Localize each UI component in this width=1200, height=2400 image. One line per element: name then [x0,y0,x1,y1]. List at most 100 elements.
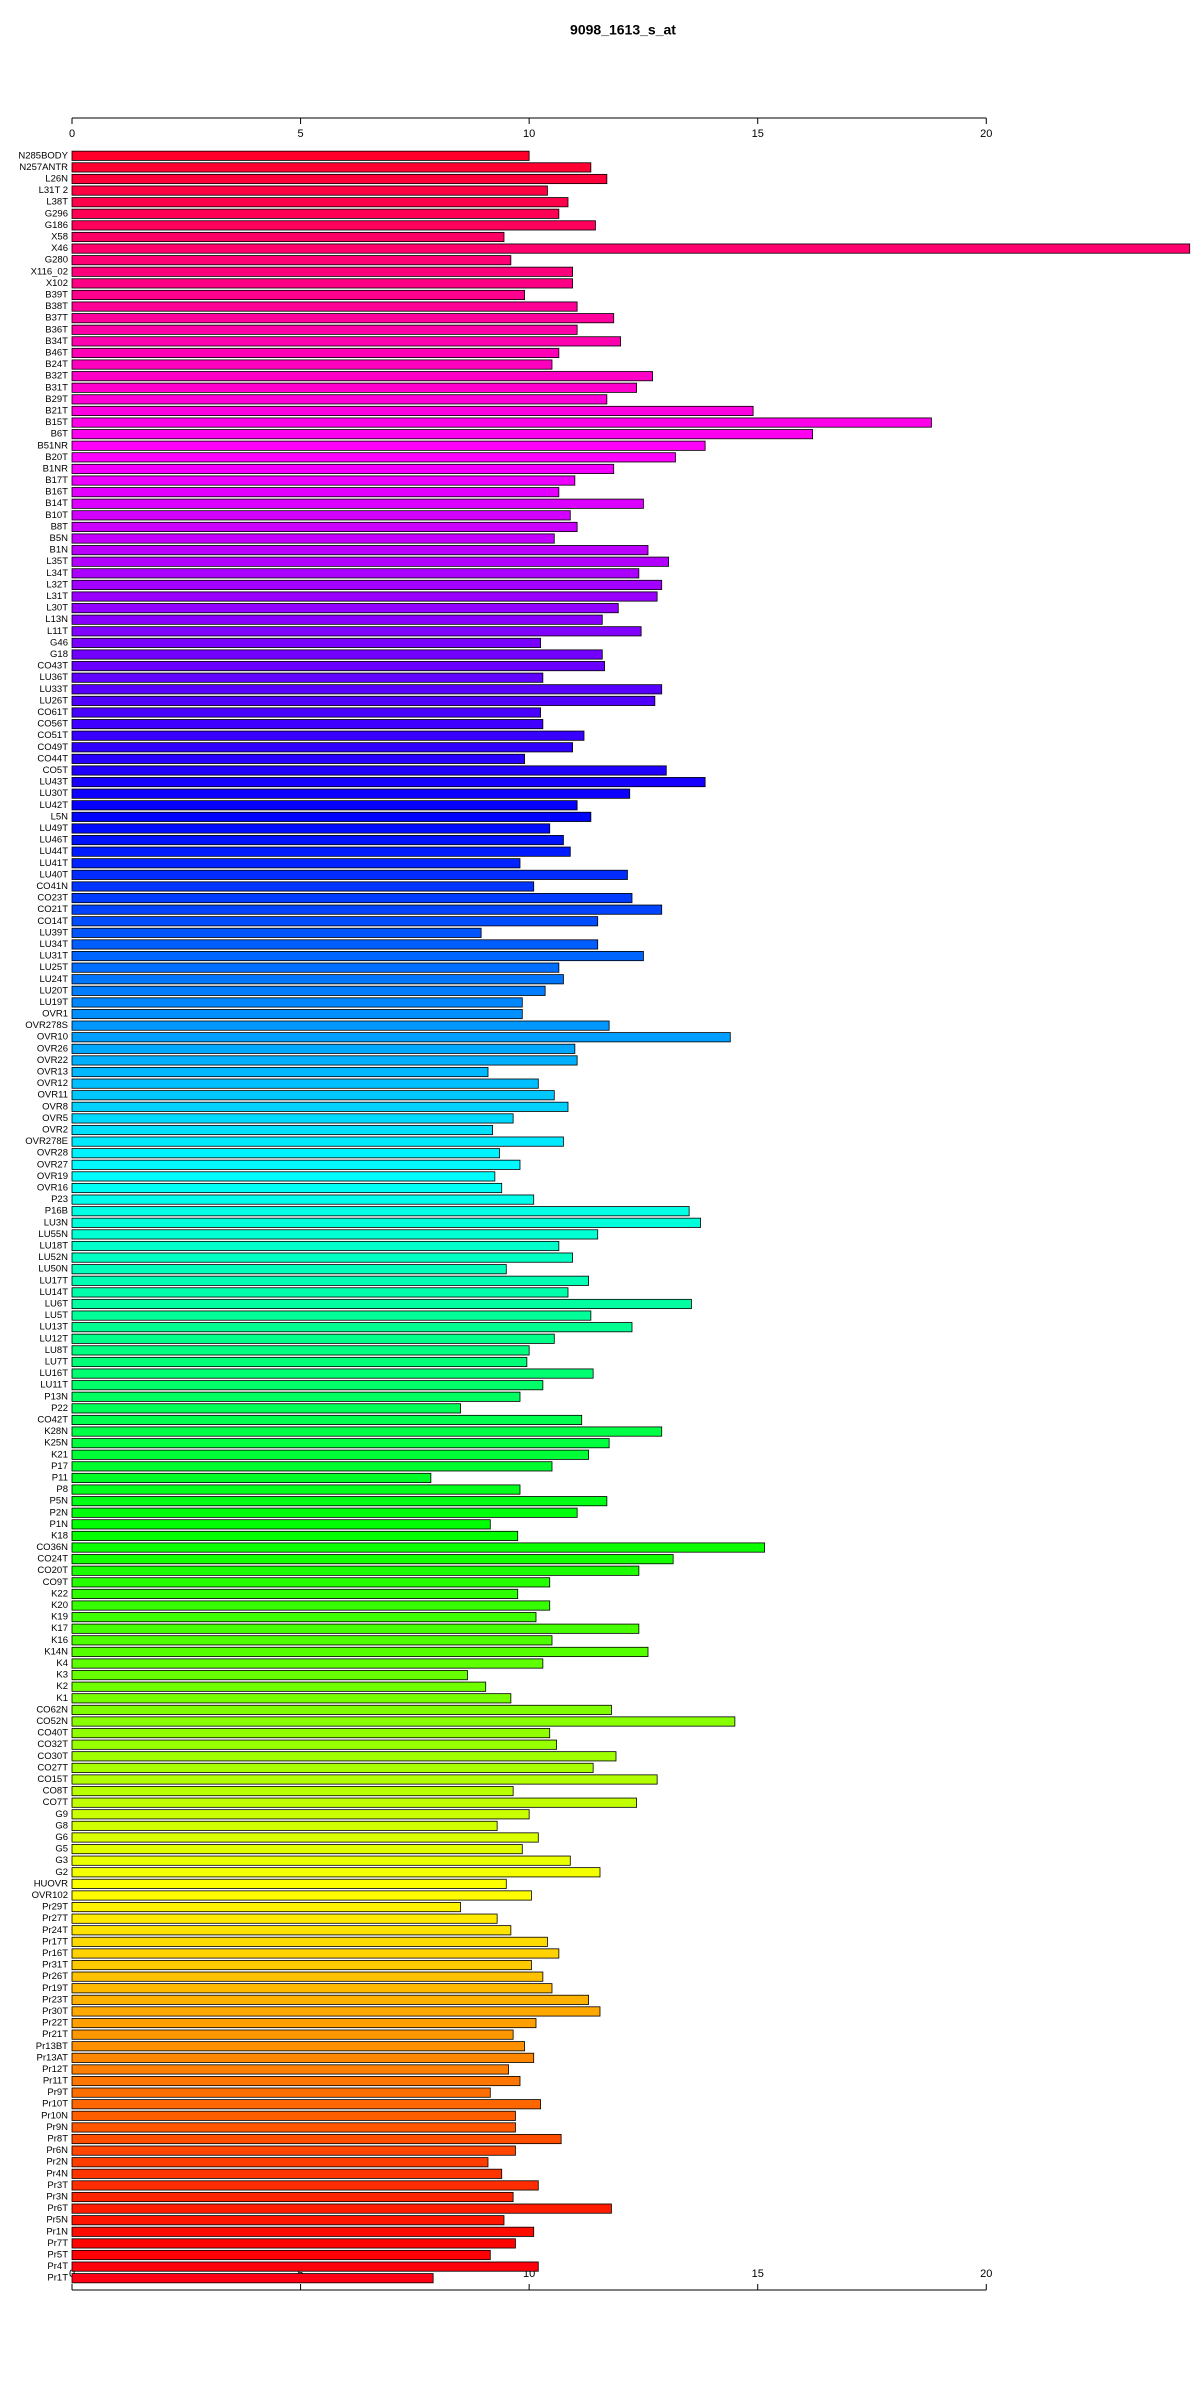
y-tick-label: Pr29T [42,1902,68,1913]
bar [71,1948,560,1959]
y-tick-label: Pr4N [46,2168,68,2179]
bar [71,278,573,289]
x-tick-label: 15 [752,2268,764,2280]
bar [71,1797,637,1808]
y-tick-label: K19 [51,1612,68,1623]
bar [71,1762,594,1773]
bar [71,162,592,173]
y-tick-label: P16B [45,1206,68,1217]
bar [71,672,544,683]
y-tick-label: B46T [45,347,68,358]
y-tick-label: B36T [45,324,68,335]
y-tick-label: OVR27 [37,1159,68,1170]
bar [71,1368,594,1379]
bar [71,2203,612,2214]
bar [71,695,656,706]
bar [71,1345,530,1356]
bar [71,1612,537,1623]
bar [71,1496,608,1507]
bar [71,2018,537,2029]
y-tick-label: LU5T [45,1310,68,1321]
y-tick-label: Pr1T [47,2273,68,2284]
y-tick-label: K4 [56,1658,68,1669]
y-tick-label: Pr2N [46,2157,68,2168]
y-tick-label: CO40T [37,1728,68,1739]
y-tick-label: B34T [45,336,68,347]
y-tick-label: OVR1 [42,1009,68,1020]
bar [71,510,571,521]
bar [71,1356,528,1368]
bar [71,324,578,335]
bar [71,498,644,509]
bar [71,1971,544,1982]
y-tick-label: G9 [55,1809,68,1820]
bar [71,1878,507,1889]
y-tick-label: G296 [45,208,68,219]
bar [71,231,505,243]
y-tick-label: Pr1N [46,2226,68,2237]
y-tick-label: CO9T [43,1577,69,1588]
bar [71,1391,521,1402]
y-tick-label: B38T [45,301,68,312]
bar [71,1426,663,1437]
y-tick-label: B21T [45,405,68,416]
bar [71,1449,589,1460]
y-tick-label: LU33T [39,684,68,695]
y-tick-label: LU11T [40,1380,68,1391]
bar [71,1554,674,1565]
bar [71,2261,539,2272]
y-tick-label: Pr4T [47,2261,68,2272]
bar [71,2180,539,2191]
y-tick-label: LU12T [39,1333,68,1344]
y-tick-label: CO36N [36,1542,68,1553]
bar [71,1310,592,1321]
y-tick-label: L30T [46,603,68,614]
bar [71,1438,610,1449]
bar [71,1206,690,1217]
y-tick-label: OVR5 [42,1113,68,1124]
bar [71,1646,649,1657]
y-tick-label: OVR26 [37,1043,68,1054]
chart-title: 9098_1613_s_at [570,22,676,38]
bar [71,417,932,428]
bar [71,336,621,347]
bar [71,1113,514,1124]
bar [71,1020,610,1031]
y-tick-label: LU42T [39,800,68,811]
bar [71,962,560,973]
bar [71,1484,521,1495]
bar [71,1101,569,1112]
bar [71,881,535,892]
y-tick-label: B51NR [37,440,68,451]
y-tick-label: LU39T [39,927,68,938]
bar [71,2087,491,2098]
y-tick-label: Pr5T [47,2250,68,2261]
bar [71,1194,535,1205]
x-tick-label: 20 [980,2268,992,2280]
bar [71,707,541,718]
y-tick-label: Pr6T [47,2203,68,2214]
y-tick-label: P1N [50,1519,69,1530]
bar [71,1936,548,1947]
y-tick-label: K21 [51,1449,68,1460]
y-tick-label: G5 [55,1844,68,1855]
bar [71,150,530,161]
y-tick-label: CO43T [37,661,68,672]
y-tick-label: HUOVR [34,1878,68,1889]
bar [71,1739,557,1750]
y-tick-label: Pr3N [46,2192,68,2203]
bar [71,2122,516,2133]
bar [71,730,585,741]
y-tick-label: OVR19 [37,1171,68,1182]
y-tick-label: CO62N [36,1704,68,1715]
bar [71,835,564,846]
y-tick-label: P8 [56,1484,68,1495]
bar [71,1182,503,1194]
bar [71,788,631,799]
bar [71,1217,701,1228]
bar [71,1658,544,1669]
y-tick-label: CO21T [37,904,68,915]
y-tick-label: LU31T [39,951,68,962]
bar [71,1751,617,1762]
y-tick-label: K3 [56,1670,68,1681]
